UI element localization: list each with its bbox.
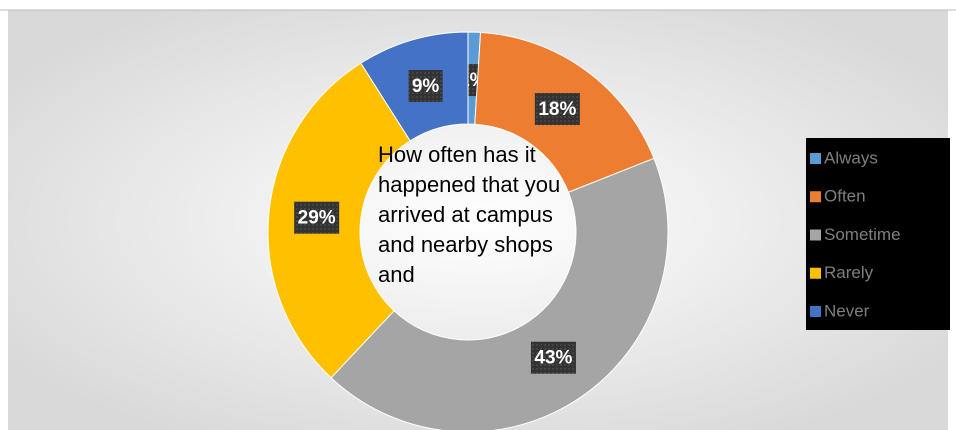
- legend-label: Often: [824, 187, 866, 206]
- legend-box: [806, 138, 950, 330]
- data-label: 18%: [538, 99, 576, 120]
- data-label: 29%: [298, 208, 336, 229]
- data-label: 43%: [534, 348, 572, 369]
- legend-swatch: [810, 306, 821, 317]
- data-label: 9%: [412, 76, 440, 97]
- legend-swatch: [810, 267, 821, 279]
- legend-swatch: [810, 191, 821, 203]
- donut-slice: [330, 157, 669, 430]
- data-label-box: [294, 201, 340, 234]
- legend-label: Sometime: [824, 225, 901, 244]
- legend-label: Always: [824, 148, 878, 167]
- chart-title: How often has it happened that you arriv…: [378, 142, 561, 287]
- data-label-box: [534, 93, 580, 126]
- data-label-box: [530, 341, 576, 374]
- data-label-box: [408, 70, 443, 103]
- legend-label: Never: [824, 301, 870, 320]
- legend-swatch: [810, 229, 821, 241]
- legend-label: Rarely: [824, 263, 874, 282]
- legend-swatch: [810, 153, 821, 164]
